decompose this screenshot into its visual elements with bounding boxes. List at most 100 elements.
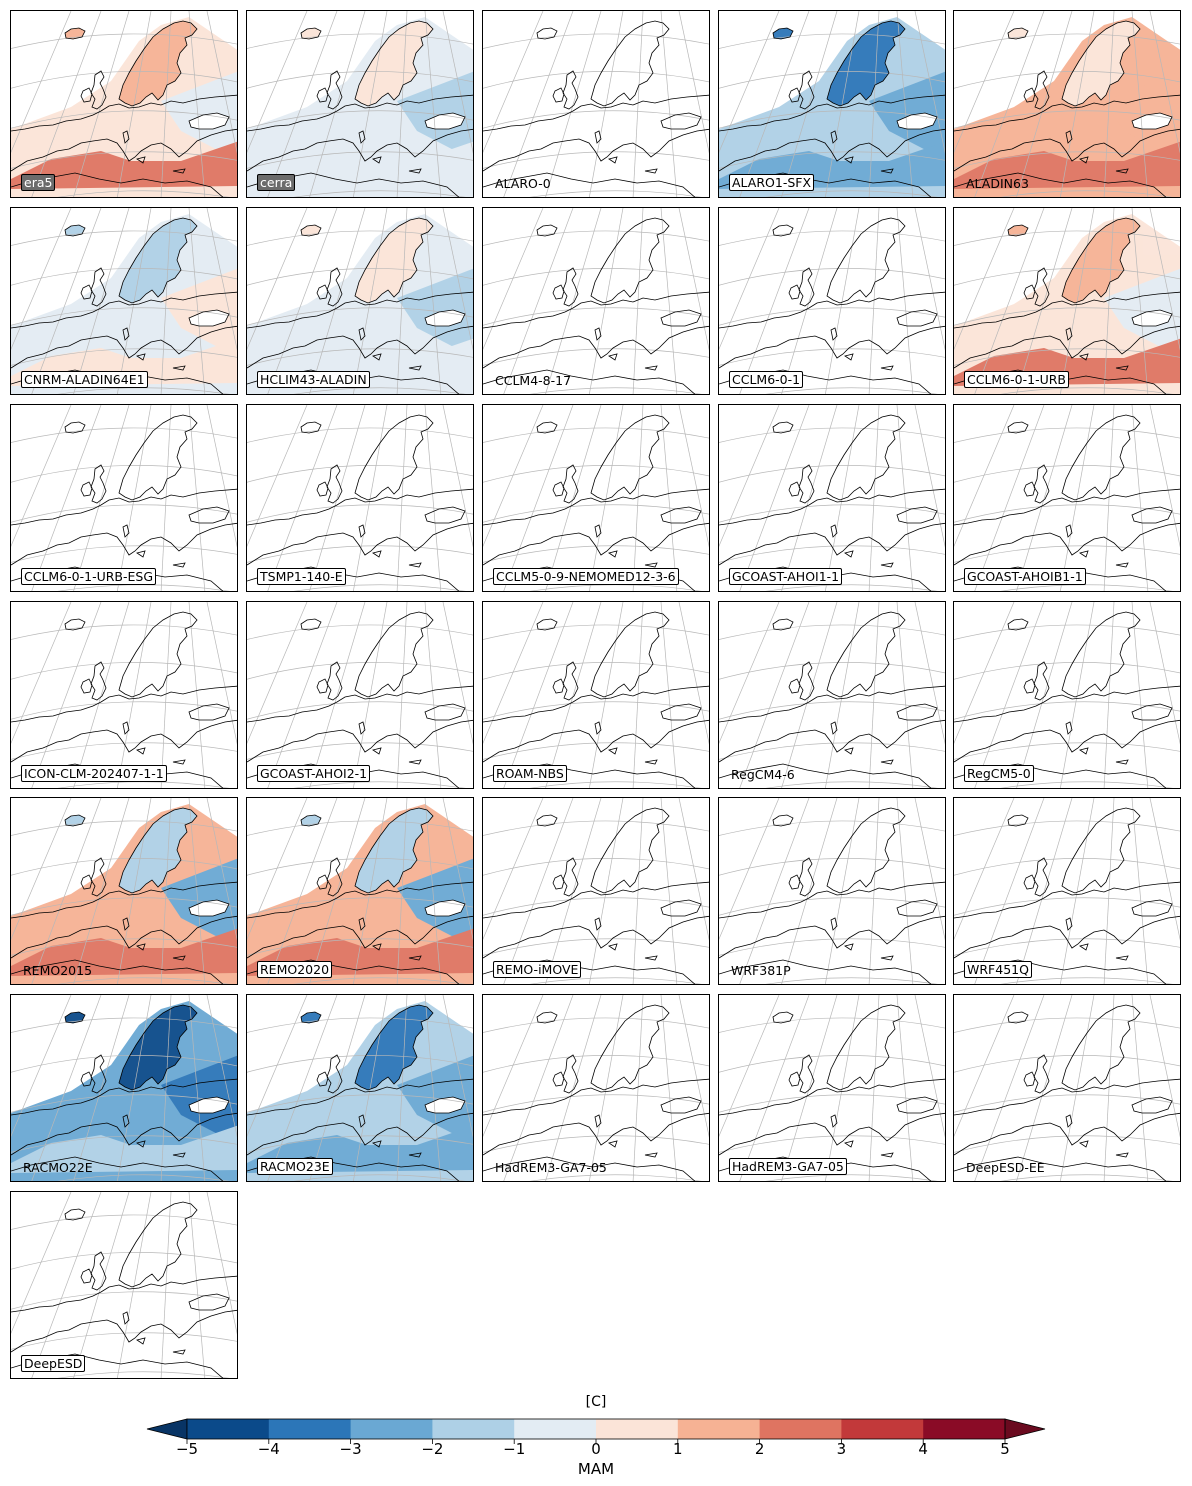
coastlines <box>483 20 709 197</box>
map-panel: WRF451Q <box>953 797 1181 985</box>
europe-map <box>719 798 945 984</box>
graticule <box>483 405 709 591</box>
graticule <box>11 602 237 788</box>
map-panel: REMO2020 <box>246 797 474 985</box>
map-panel: RACMO23E <box>246 994 474 1182</box>
temperature-field <box>954 17 1180 197</box>
europe-map <box>483 602 709 788</box>
map-panel: GCOAST-AHOI2-1 <box>246 601 474 789</box>
europe-map <box>11 1192 237 1378</box>
temperature-field <box>11 214 237 394</box>
europe-map <box>954 208 1180 394</box>
map-panel-grid: era5 cerra ALARO-0 ALARO1-SFX ALADIN63 CNRM-A… <box>10 10 1181 1379</box>
panel-model-label: ICON-CLM-202407-1-1 <box>21 765 167 782</box>
colorbar-tick-label: −5 <box>175 1440 199 1458</box>
temperature-field <box>247 1001 473 1181</box>
colorbar-tick-label: 0 <box>591 1440 601 1458</box>
panel-model-label: CCLM6-0-1 <box>729 371 804 388</box>
colorbar-tick-label: 2 <box>754 1440 765 1458</box>
map-panel: RACMO22E <box>10 994 238 1182</box>
coastlines <box>954 20 1180 197</box>
panel-model-label: TSMP1-140-E <box>257 568 346 585</box>
graticule <box>483 208 709 394</box>
colorbar-tick-label: 4 <box>918 1440 928 1458</box>
graticule <box>954 995 1180 1181</box>
graticule <box>483 798 709 984</box>
colorbar-bin <box>187 1419 270 1439</box>
colorbar-season-label: MAM <box>577 1460 615 1478</box>
panel-model-label: GCOAST-AHOI1-1 <box>729 568 843 585</box>
coastlines <box>11 1004 237 1181</box>
europe-map <box>954 602 1180 788</box>
coastlines <box>11 414 237 591</box>
europe-map <box>719 208 945 394</box>
colorbar-scale <box>146 1418 1046 1444</box>
panel-model-label: ALARO-0 <box>495 176 551 191</box>
graticule <box>11 798 237 984</box>
europe-map <box>719 405 945 591</box>
europe-map <box>483 11 709 197</box>
panel-model-label: WRF381P <box>731 963 791 978</box>
europe-map <box>719 11 945 197</box>
europe-map <box>483 405 709 591</box>
graticule <box>954 602 1180 788</box>
panel-model-label: CNRM-ALADIN64E1 <box>21 371 148 388</box>
colorbar-bin <box>923 1419 1006 1439</box>
coastlines <box>11 807 237 984</box>
temperature-field <box>11 17 237 197</box>
coastlines <box>247 807 473 984</box>
map-panel: GCOAST-AHOI1-1 <box>718 404 946 592</box>
panel-model-label: CCLM5-0-9-NEMOMED12-3-6 <box>493 568 679 585</box>
graticule <box>719 11 945 197</box>
graticule <box>954 798 1180 984</box>
europe-map <box>719 602 945 788</box>
panel-model-label: CCLM6-0-1-URB-ESG <box>21 568 157 585</box>
coastlines <box>483 611 709 788</box>
map-panel: CNRM-ALADIN64E1 <box>10 207 238 395</box>
map-panel: DeepESD-EE <box>953 994 1181 1182</box>
graticule <box>954 11 1180 197</box>
map-panel: TSMP1-140-E <box>246 404 474 592</box>
map-panel: HadREM3-GA7-05 <box>482 994 710 1182</box>
graticule <box>719 405 945 591</box>
graticule <box>11 405 237 591</box>
map-panel: ICON-CLM-202407-1-1 <box>10 601 238 789</box>
temperature-field <box>11 1001 237 1181</box>
colorbar-bin <box>350 1419 433 1439</box>
graticule <box>11 208 237 394</box>
europe-map <box>11 995 237 1181</box>
map-panel: CCLM4-8-17 <box>482 207 710 395</box>
graticule <box>719 602 945 788</box>
europe-map <box>954 995 1180 1181</box>
colorbar-bin <box>677 1419 761 1439</box>
graticule <box>483 11 709 197</box>
panel-model-label: CCLM6-0-1-URB <box>964 371 1070 388</box>
temperature-field <box>247 214 473 394</box>
coastlines <box>247 414 473 591</box>
colorbar-tick-label: 5 <box>1000 1440 1010 1458</box>
coastlines <box>11 611 237 788</box>
map-panel: CCLM5-0-9-NEMOMED12-3-6 <box>482 404 710 592</box>
europe-map <box>954 798 1180 984</box>
map-panel: cerra <box>246 10 474 198</box>
panel-model-label: ROAM-NBS <box>493 765 567 782</box>
panel-model-label: REMO-iMOVE <box>493 961 582 978</box>
europe-map <box>247 602 473 788</box>
temperature-field <box>247 17 473 197</box>
colorbar-tick-label: −2 <box>421 1440 444 1458</box>
panel-model-label: WRF451Q <box>964 961 1032 978</box>
graticule <box>11 995 237 1181</box>
temperature-field <box>11 804 237 984</box>
europe-map <box>954 11 1180 197</box>
graticule <box>719 208 945 394</box>
colorbar-tick-label: 3 <box>836 1440 847 1458</box>
map-panel: HCLIM43-ALADIN <box>246 207 474 395</box>
coastlines <box>483 1004 709 1181</box>
graticule <box>11 1192 237 1378</box>
europe-map <box>954 405 1180 591</box>
panel-model-label: RegCM4-6 <box>731 767 795 782</box>
graticule <box>247 208 473 394</box>
map-panel: ALADIN63 <box>953 10 1181 198</box>
graticule <box>247 798 473 984</box>
coastlines <box>719 217 945 394</box>
